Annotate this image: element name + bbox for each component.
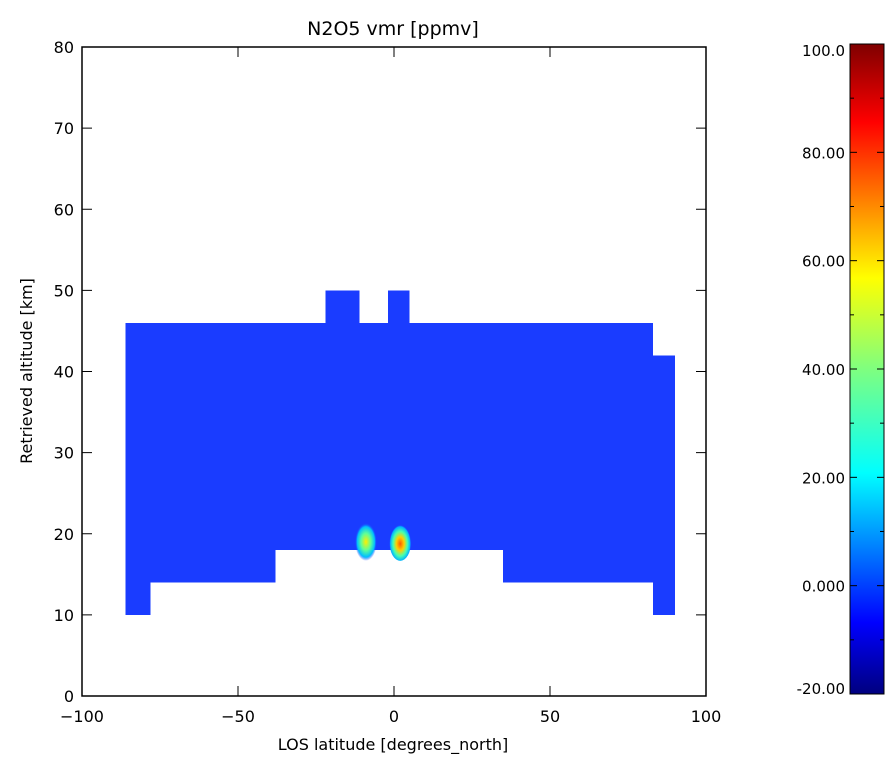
x-tick-label: 100 <box>691 707 722 726</box>
heatmap-region-4 <box>652 355 675 615</box>
y-tick-label: 20 <box>54 525 74 544</box>
y-axis-label: Retrieved altitude [km] <box>17 278 36 464</box>
colorbar-tick-label: 40.00 <box>802 361 845 379</box>
colorbar-tick-label: 20.00 <box>802 469 845 487</box>
x-tick-label: −50 <box>221 707 255 726</box>
y-tick-label: 50 <box>54 281 74 300</box>
heatmap-region-6 <box>325 290 360 323</box>
x-axis-label: LOS latitude [degrees_north] <box>278 735 508 755</box>
colorbar-tick-label: 0.000 <box>802 578 845 596</box>
y-tick-label: 30 <box>54 444 74 463</box>
x-tick-label: 50 <box>540 707 560 726</box>
colorbar-tick-label: 80.00 <box>802 144 845 162</box>
y-tick-label: 40 <box>54 363 74 382</box>
heatmap-peak-1 <box>389 522 412 561</box>
y-tick-label: 60 <box>54 200 74 219</box>
heatmap-region-3 <box>503 322 653 583</box>
y-tick-label: 0 <box>64 687 74 706</box>
x-tick-label: 0 <box>389 707 399 726</box>
x-tick-label: −100 <box>60 707 104 726</box>
colorbar-tick-label: 100.0 <box>802 42 845 60</box>
heatmap-region-0 <box>125 322 151 615</box>
y-tick-label: 10 <box>54 606 74 625</box>
colorbar-tick-label: 60.00 <box>802 253 845 271</box>
y-tick-label: 70 <box>54 119 74 138</box>
heatmap-peak-0 <box>354 522 377 561</box>
colorbar-tick-label: -20.00 <box>797 680 845 698</box>
chart-title: N2O5 vmr [ppmv] <box>307 18 479 40</box>
heatmap-region-7 <box>387 290 410 323</box>
heatmap-region-2 <box>275 322 504 550</box>
y-tick-label: 80 <box>54 38 74 57</box>
heatmap-region-1 <box>150 322 276 583</box>
